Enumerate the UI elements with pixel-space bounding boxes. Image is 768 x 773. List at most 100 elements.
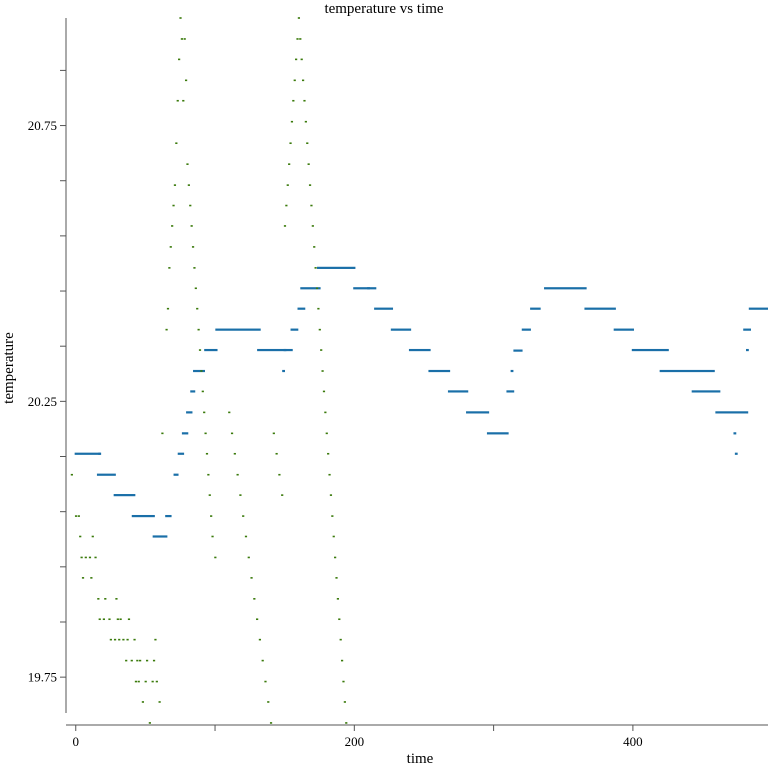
- data-point: [321, 370, 324, 372]
- data-point: [74, 515, 78, 517]
- data-point: [166, 307, 170, 310]
- data-point-run: [204, 348, 218, 352]
- data-point: [201, 390, 204, 393]
- data-point: [184, 79, 188, 82]
- data-point: [244, 535, 248, 538]
- data-point: [242, 515, 245, 517]
- data-point: [104, 598, 107, 600]
- data-point: [200, 370, 203, 372]
- y-axis-ticks: 19.75 20.25 20.75: [28, 69, 66, 685]
- data-point: [210, 515, 213, 517]
- data-point: [168, 267, 171, 269]
- data-point: [746, 348, 749, 352]
- data-point: [286, 184, 289, 186]
- data-point: [172, 204, 175, 207]
- data-point-run: [193, 369, 205, 373]
- data-point: [144, 680, 147, 683]
- data-point: [127, 618, 131, 621]
- data-point-run: [447, 390, 469, 393]
- data-point: [281, 494, 284, 496]
- data-point: [148, 722, 151, 724]
- data-point-run: [173, 473, 179, 476]
- data-point: [331, 515, 334, 517]
- data-point: [275, 452, 278, 455]
- data-point: [115, 598, 118, 600]
- data-point: [145, 659, 149, 662]
- data-point-run: [257, 348, 293, 352]
- data-point: [228, 411, 231, 414]
- data-point-run: [748, 307, 768, 310]
- data-point: [322, 390, 326, 393]
- data-point-run: [215, 328, 261, 331]
- data-point-run: [513, 349, 523, 352]
- data-point-run: [408, 348, 431, 352]
- data-point: [182, 99, 185, 102]
- data-point: [141, 701, 145, 703]
- data-point: [97, 598, 100, 600]
- data-point: [264, 680, 267, 683]
- data-point: [258, 638, 262, 641]
- data-point-run: [317, 266, 356, 269]
- data-point: [134, 680, 138, 683]
- data-point-run: [521, 328, 531, 331]
- data-point: [313, 246, 316, 248]
- data-point-run: [466, 411, 490, 414]
- data-point-run: [181, 432, 189, 435]
- data-point: [311, 225, 314, 227]
- data-point: [233, 452, 236, 455]
- data-point: [116, 618, 119, 621]
- data-point-run: [506, 390, 515, 393]
- data-point: [230, 432, 234, 435]
- data-point: [342, 680, 345, 683]
- data-point: [338, 618, 341, 621]
- data-point: [339, 638, 342, 641]
- data-point: [155, 680, 158, 683]
- data-point: [203, 411, 206, 414]
- data-point: [247, 556, 250, 559]
- data-point: [308, 184, 312, 186]
- data-point: [197, 328, 200, 331]
- x-axis-ticks: 0 200 400: [73, 725, 643, 749]
- data-point: [282, 369, 285, 373]
- data-point: [81, 577, 85, 579]
- data-point: [250, 577, 253, 579]
- data-point: [91, 535, 94, 538]
- data-point: [283, 348, 287, 352]
- data-point: [332, 535, 335, 538]
- data-point: [345, 722, 348, 724]
- data-point-run: [353, 287, 377, 290]
- data-point: [70, 473, 73, 476]
- data-point: [154, 638, 157, 641]
- data-point-run: [177, 452, 185, 455]
- x-tick-label: 400: [623, 734, 643, 749]
- data-point: [310, 204, 313, 207]
- data-point: [283, 225, 287, 227]
- data-point: [272, 432, 275, 435]
- data-point-run: [691, 390, 721, 393]
- data-point: [327, 452, 330, 455]
- data-point: [84, 556, 87, 559]
- data-point: [137, 680, 140, 683]
- data-point-run: [428, 369, 451, 373]
- data-point: [307, 163, 310, 165]
- y-tick-label: 19.75: [28, 670, 57, 685]
- data-point: [113, 638, 117, 641]
- data-point-run: [186, 411, 193, 414]
- data-point: [292, 99, 295, 102]
- data-point-run: [152, 535, 168, 538]
- data-point: [733, 432, 737, 435]
- data-point-run: [190, 390, 196, 393]
- data-point: [102, 618, 106, 621]
- data-points: [70, 17, 768, 724]
- data-point: [186, 163, 189, 165]
- data-point: [367, 287, 370, 290]
- y-tick-label: 20.25: [28, 394, 57, 409]
- data-point-run: [631, 348, 669, 352]
- data-point: [109, 638, 112, 641]
- data-point: [306, 142, 309, 145]
- data-point: [328, 473, 331, 476]
- y-tick-label: 20.75: [28, 118, 57, 133]
- data-point: [261, 659, 264, 662]
